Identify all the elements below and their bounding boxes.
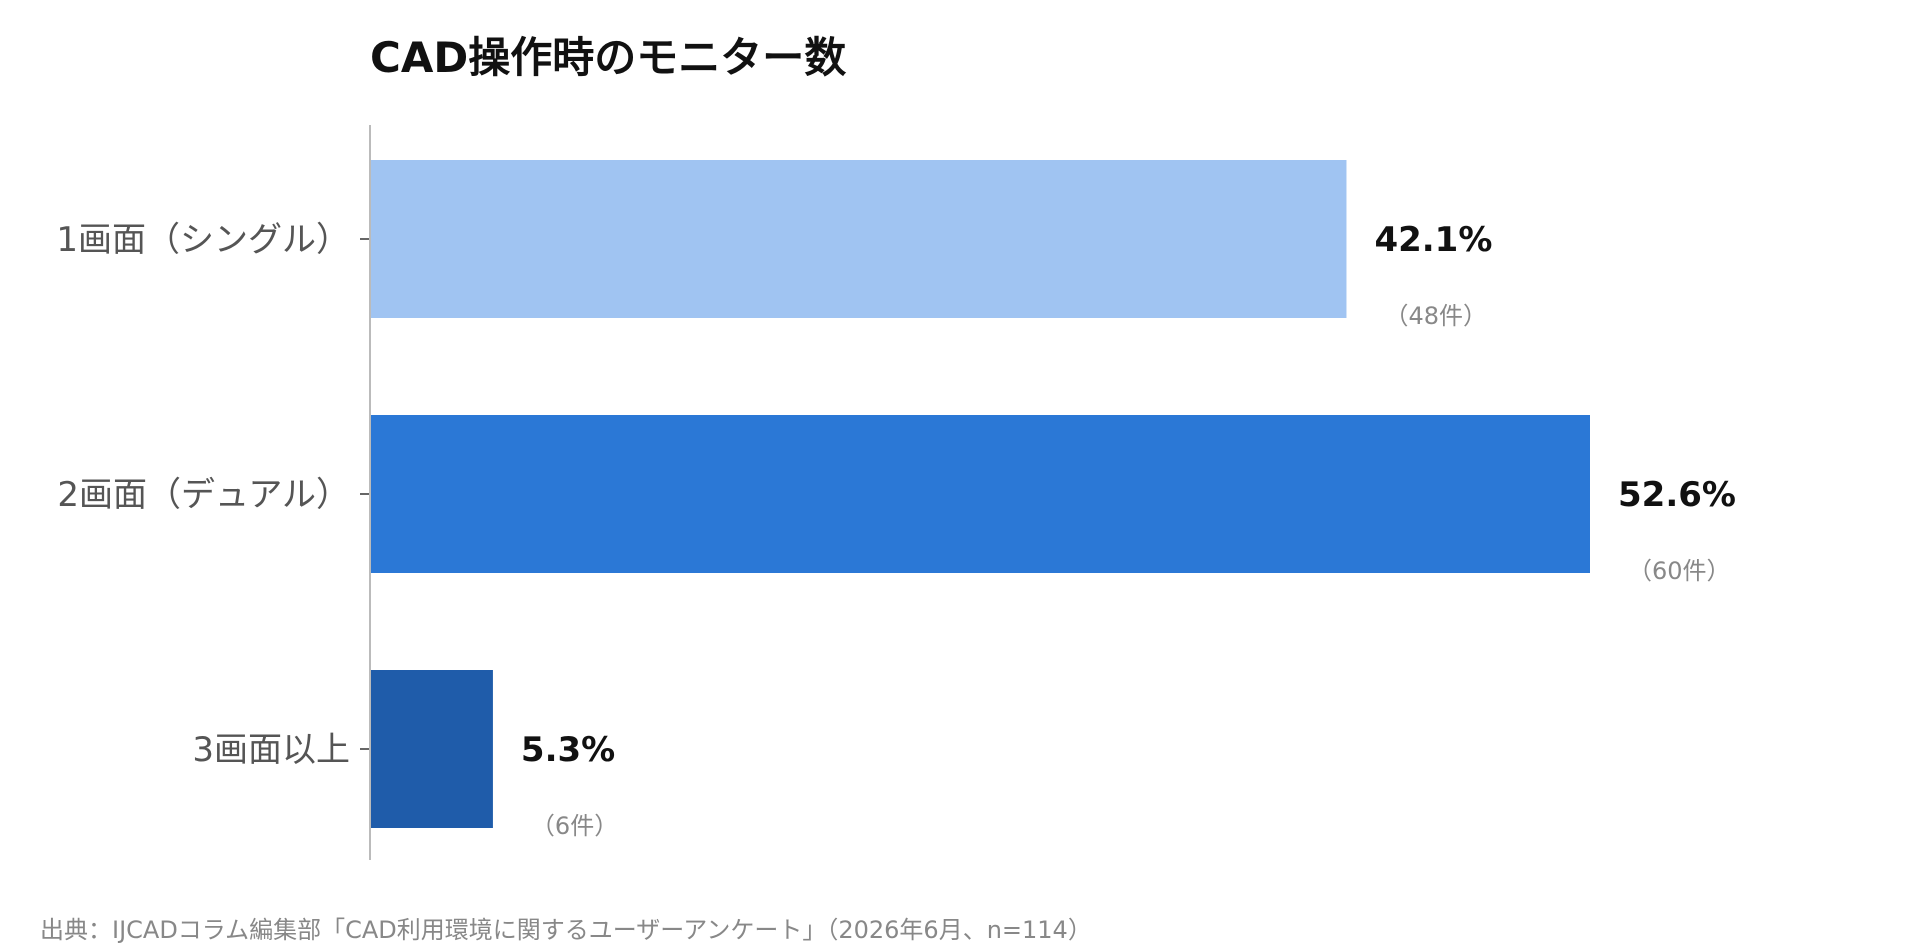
value-label-2: 52.6%: [1618, 475, 1736, 515]
category-label-2: 2画面（デュアル）: [57, 475, 350, 515]
chart-title: CAD操作時のモニター数: [370, 33, 846, 82]
count-label-1: （48件）: [1384, 302, 1487, 330]
count-label-2: （60件）: [1628, 557, 1731, 585]
bar-1: [370, 160, 1347, 318]
value-label-1: 42.1%: [1374, 220, 1492, 260]
count-label-3: （6件）: [531, 812, 618, 840]
bar-3: [370, 670, 493, 828]
category-label-3: 3画面以上: [192, 730, 350, 770]
category-label-1: 1画面（シングル）: [56, 220, 350, 260]
bar-2: [370, 415, 1590, 573]
value-label-3: 5.3%: [521, 730, 615, 770]
source-note: 出典：IJCADコラム編集部「CAD利用環境に関するユーザーアンケート」（202…: [40, 916, 1092, 944]
bars-layer: 1画面（シングル） 42.1% （48件） 2画面（デュアル） 52.6% （60件） 3画…: [56, 160, 1736, 840]
